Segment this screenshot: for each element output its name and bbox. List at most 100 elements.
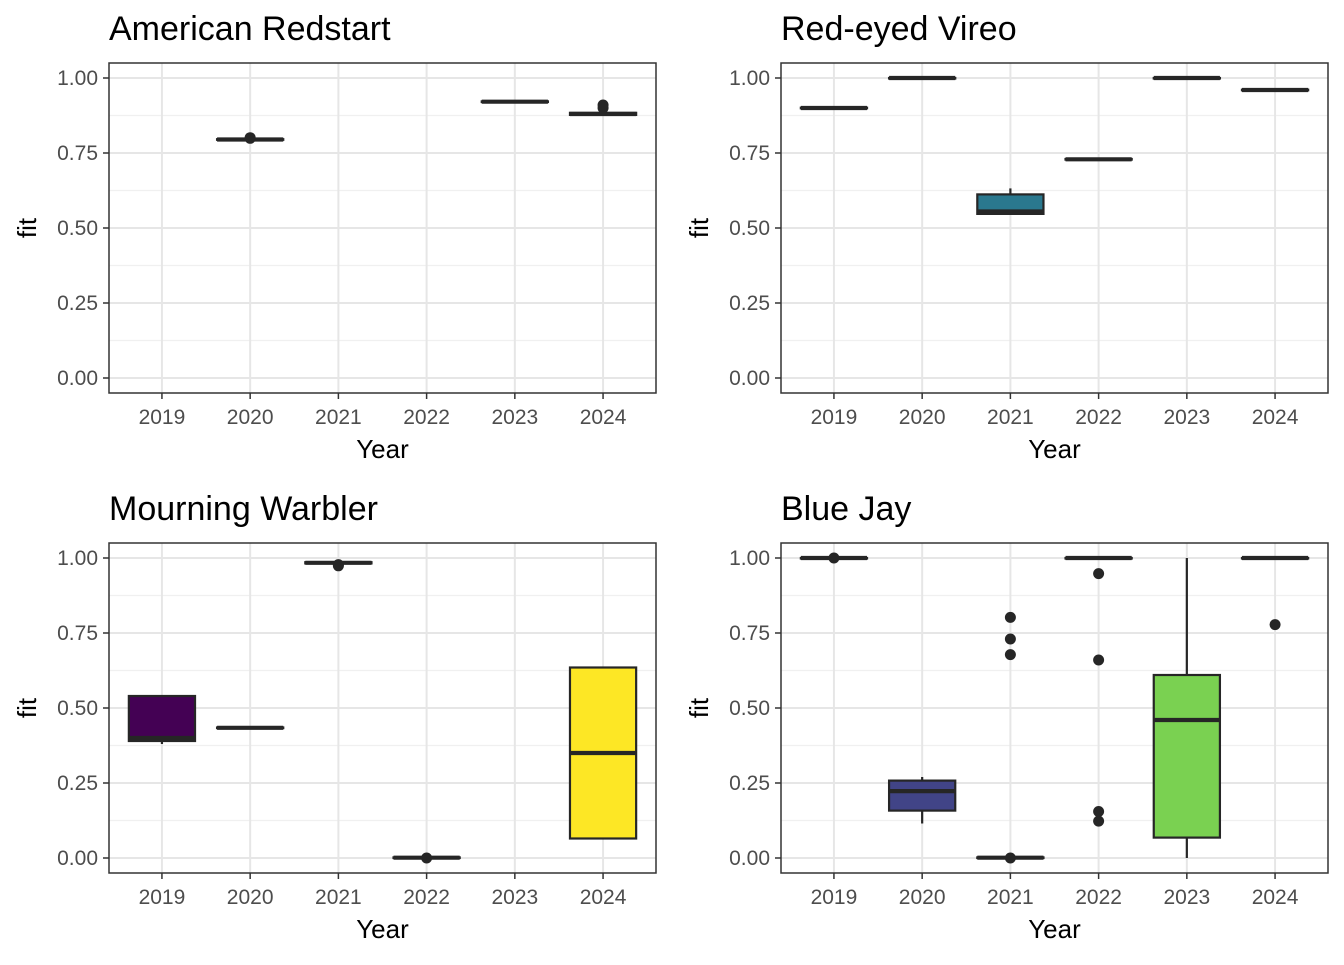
x-tick-label: 2020 xyxy=(899,406,946,429)
outlier-point xyxy=(1004,852,1016,864)
x-tick-label: 2024 xyxy=(580,886,627,909)
panel-3: 0.00 0.25 0.50 0.75 1.00 2019 2020 2021 2022 2023… xyxy=(12,490,657,944)
panel-title: Mourning Warbler xyxy=(109,490,378,528)
x-tick-label: 2024 xyxy=(580,406,627,429)
x-tick-label: 2022 xyxy=(1075,406,1122,429)
y-tick-label: 0.00 xyxy=(729,367,770,390)
box-2020 xyxy=(887,777,957,824)
x-axis-title: Year xyxy=(1028,914,1081,944)
outlier-point xyxy=(1004,649,1016,661)
outlier-point xyxy=(828,552,840,564)
x-tick-label: 2021 xyxy=(987,406,1034,429)
x-tick-label: 2023 xyxy=(1163,406,1210,429)
box-2024 xyxy=(568,99,638,117)
x-tick-label: 2021 xyxy=(315,406,362,429)
box-2024 xyxy=(1240,87,1310,93)
y-tick-label: 0.50 xyxy=(57,697,98,720)
x-axis-title: Year xyxy=(1028,434,1081,464)
x-tick-label: 2020 xyxy=(227,886,274,909)
box-body xyxy=(887,779,957,812)
outlier-point xyxy=(1093,568,1105,580)
box-body xyxy=(976,193,1045,215)
y-tick-label: 0.25 xyxy=(57,292,98,315)
box-2023 xyxy=(480,99,550,104)
outlier-point xyxy=(597,99,609,111)
x-tick-label: 2019 xyxy=(139,886,186,909)
box-2020 xyxy=(215,725,285,730)
box-2019 xyxy=(127,694,197,744)
y-tick-label: 0.00 xyxy=(729,847,770,870)
box-2019 xyxy=(799,552,869,564)
panel-1: 0.00 0.25 0.50 0.75 1.00 2019 2020 2021 2022 2023… xyxy=(12,10,657,464)
outlier-point xyxy=(1093,815,1105,827)
y-tick-label: 0.00 xyxy=(57,847,98,870)
y-tick-label: 0.75 xyxy=(57,622,98,645)
outlier-point xyxy=(1093,654,1105,666)
x-axis-title: Year xyxy=(356,434,409,464)
outlier-point xyxy=(1004,633,1016,645)
box-body xyxy=(127,694,197,743)
outlier-point xyxy=(421,852,433,864)
x-axis-title: Year xyxy=(356,914,409,944)
outlier-point xyxy=(244,132,256,144)
y-tick-label: 0.50 xyxy=(57,217,98,240)
panel-title: Red-eyed Vireo xyxy=(781,10,1017,48)
box-2020 xyxy=(215,132,285,144)
x-tick-label: 2019 xyxy=(139,406,186,429)
y-axis-title: fit xyxy=(684,697,714,718)
x-tick-label: 2023 xyxy=(491,886,538,909)
y-tick-label: 1.00 xyxy=(57,67,98,90)
outlier-point xyxy=(332,559,344,571)
outlier-point xyxy=(1093,806,1105,817)
panel-2: 0.00 0.25 0.50 0.75 1.00 2019 2020 2021 2022 2023… xyxy=(684,10,1329,464)
box-2021 xyxy=(976,611,1045,864)
box-2023 xyxy=(1152,75,1222,81)
y-tick-label: 1.00 xyxy=(729,67,770,90)
box-2022 xyxy=(1064,555,1133,827)
y-tick-label: 0.25 xyxy=(57,772,98,795)
box-2024 xyxy=(568,666,638,840)
x-tick-label: 2020 xyxy=(899,886,946,909)
y-tick-label: 0.75 xyxy=(729,142,770,165)
y-tick-label: 0.75 xyxy=(729,622,770,645)
box-2023 xyxy=(1152,558,1222,858)
y-tick-label: 0.25 xyxy=(729,772,770,795)
box-body xyxy=(1152,673,1222,839)
y-tick-label: 1.00 xyxy=(57,547,98,570)
y-tick-label: 0.00 xyxy=(57,367,98,390)
box-2022 xyxy=(392,852,461,864)
x-tick-label: 2019 xyxy=(811,886,858,909)
x-tick-label: 2023 xyxy=(491,406,538,429)
x-tick-label: 2024 xyxy=(1252,406,1299,429)
x-tick-label: 2021 xyxy=(315,886,362,909)
x-tick-label: 2019 xyxy=(811,406,858,429)
outlier-point xyxy=(1269,619,1281,631)
x-tick-label: 2022 xyxy=(1075,886,1122,909)
box-2021 xyxy=(976,188,1045,215)
box-2022 xyxy=(1064,157,1133,162)
box-2021 xyxy=(304,559,373,572)
y-tick-label: 0.50 xyxy=(729,697,770,720)
y-axis-title: fit xyxy=(684,217,714,238)
x-tick-label: 2023 xyxy=(1163,886,1210,909)
y-tick-label: 0.50 xyxy=(729,217,770,240)
x-tick-label: 2022 xyxy=(403,886,450,909)
x-tick-label: 2020 xyxy=(227,406,274,429)
box-2020 xyxy=(887,75,957,81)
box-2024 xyxy=(1240,555,1310,631)
outlier-point xyxy=(1004,611,1016,623)
panel-title: American Redstart xyxy=(109,10,391,48)
x-tick-label: 2022 xyxy=(403,406,450,429)
box-2019 xyxy=(799,105,869,111)
panel-4: 0.00 0.25 0.50 0.75 1.00 2019 2020 2021 2022 2023… xyxy=(684,490,1329,944)
y-tick-label: 0.25 xyxy=(729,292,770,315)
x-tick-label: 2024 xyxy=(1252,886,1299,909)
x-tick-label: 2021 xyxy=(987,886,1034,909)
y-tick-label: 1.00 xyxy=(729,547,770,570)
y-axis-title: fit xyxy=(12,697,42,718)
y-axis-title: fit xyxy=(12,217,42,238)
panel-title: Blue Jay xyxy=(781,490,911,528)
y-tick-label: 0.75 xyxy=(57,142,98,165)
